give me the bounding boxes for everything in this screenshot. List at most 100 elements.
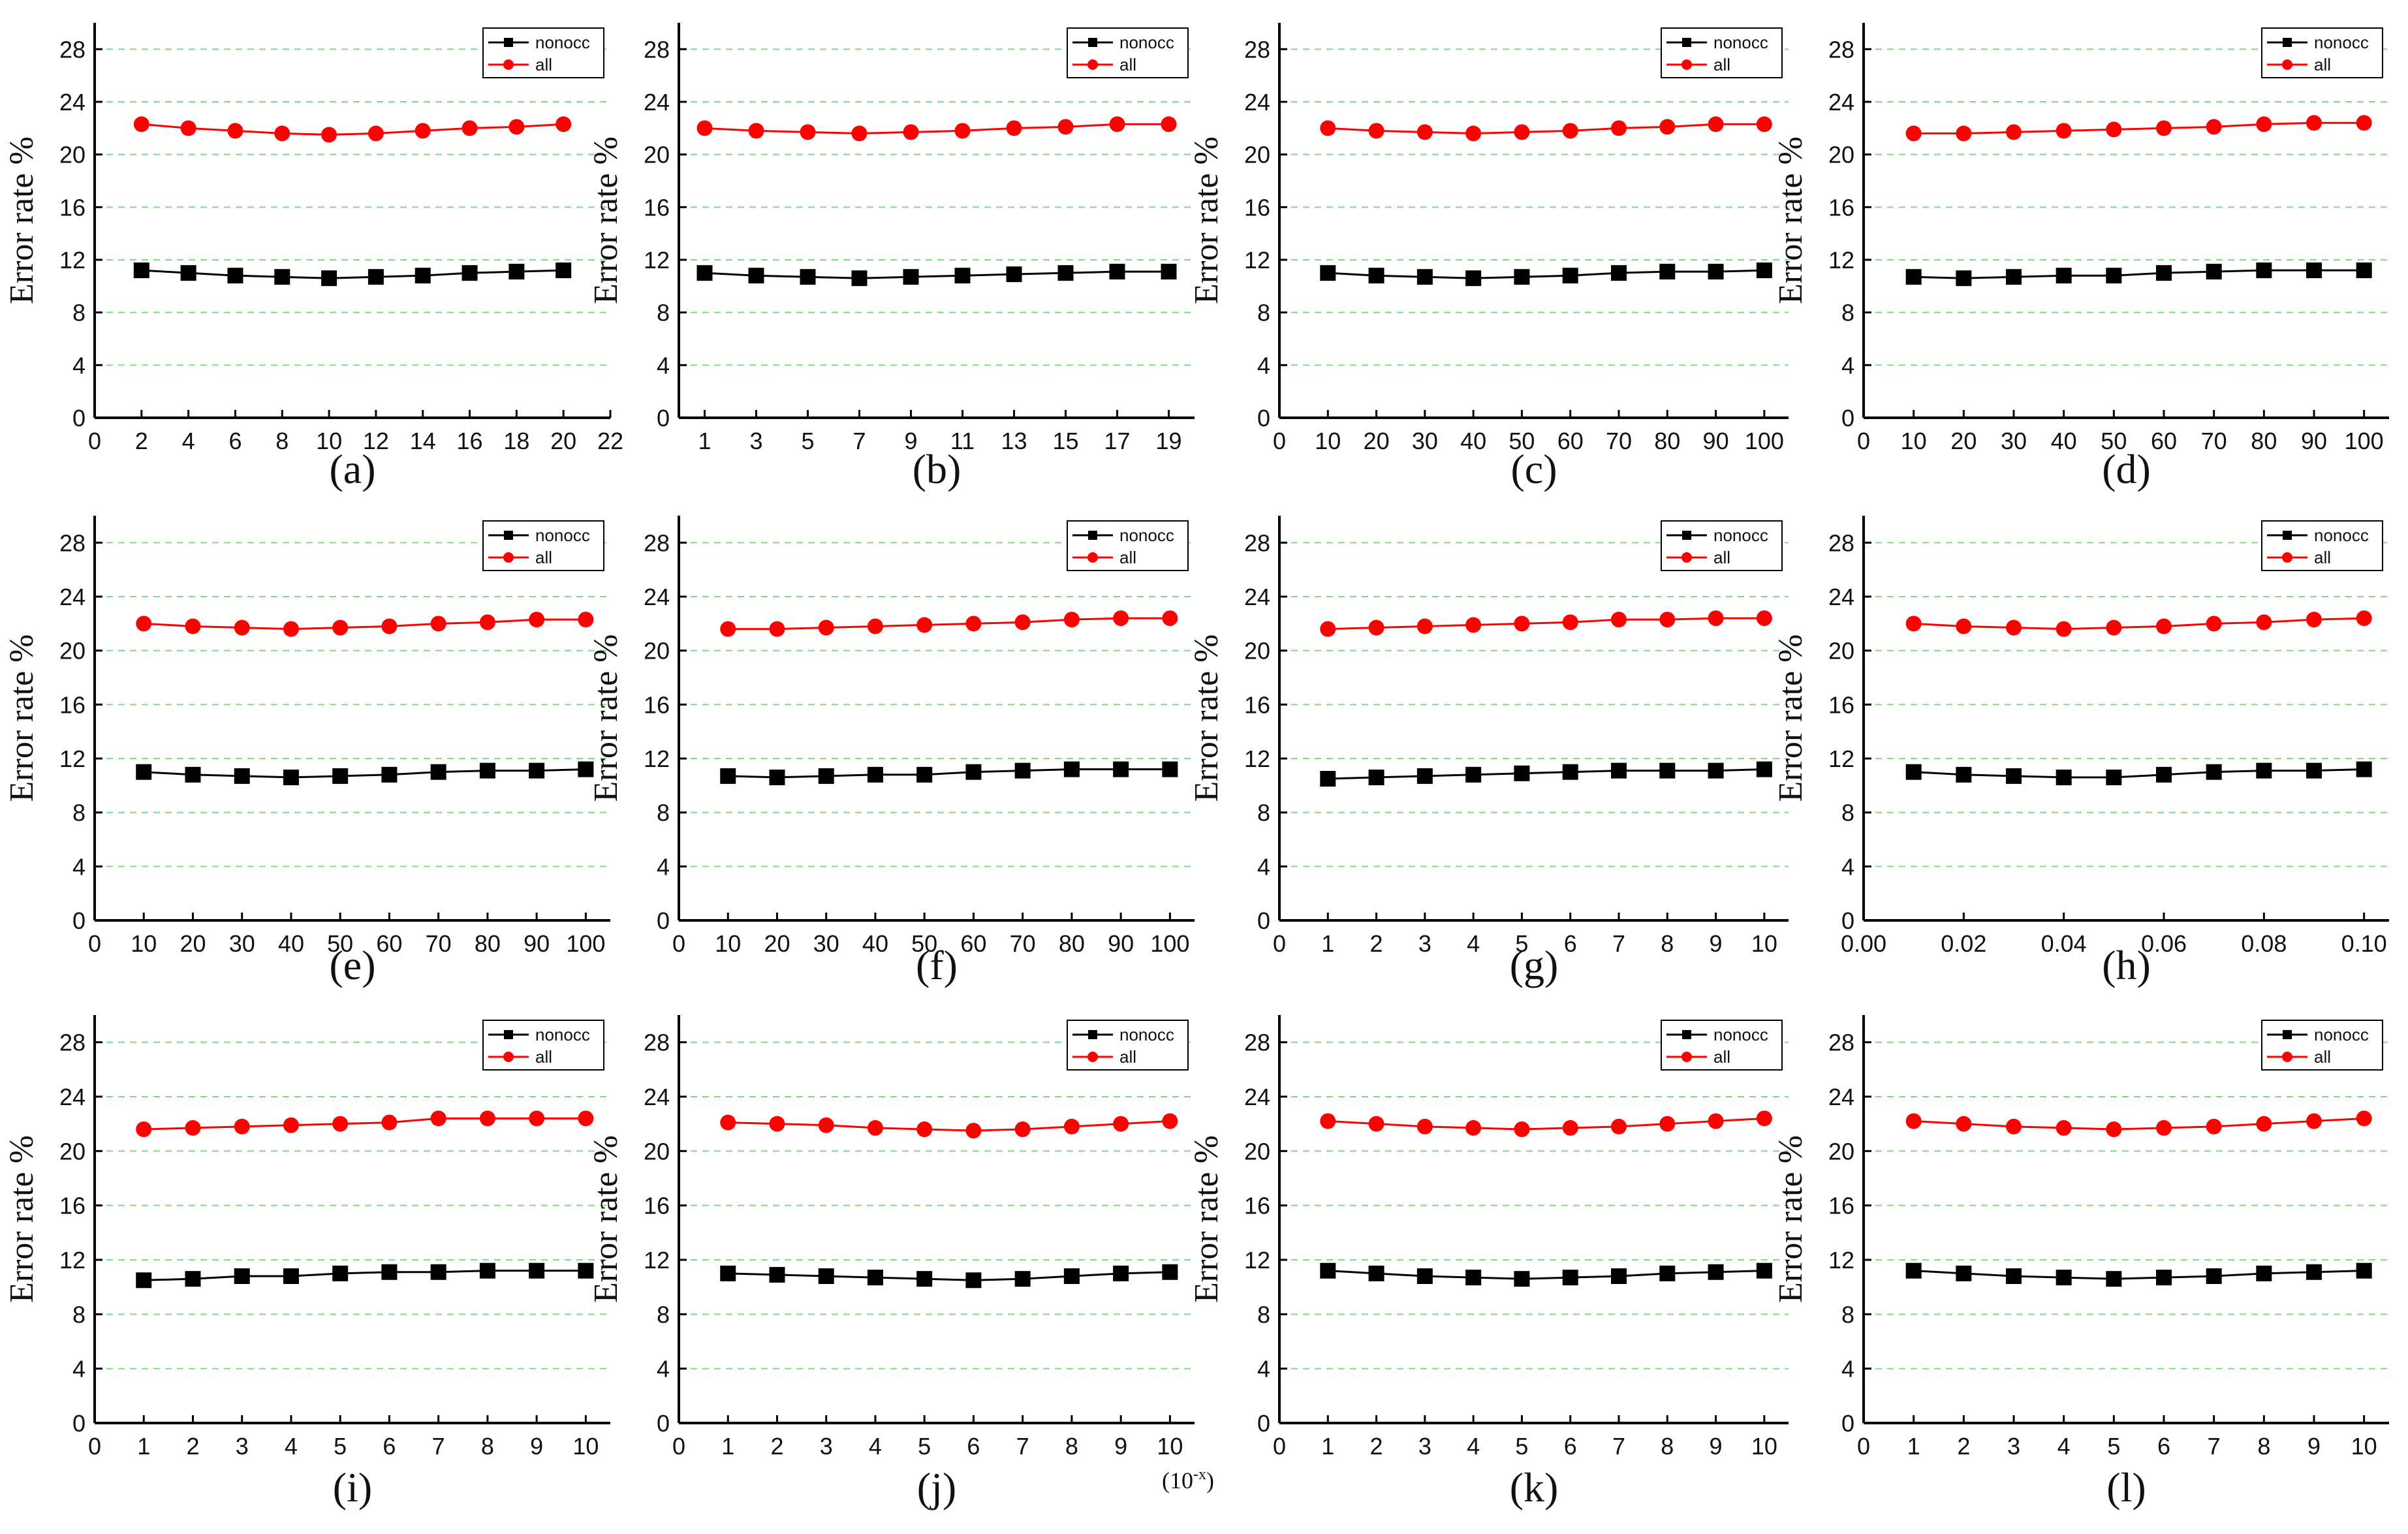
y-tick-label: 28	[59, 36, 86, 63]
point-nonocc	[1956, 1265, 1972, 1281]
point-nonocc	[2256, 762, 2272, 779]
point-all	[2006, 1118, 2022, 1135]
x-tick-label: 4	[1467, 1433, 1480, 1460]
y-tick-label: 4	[72, 1356, 86, 1383]
x-tick-label: 1	[1321, 1433, 1334, 1460]
x-tick-label: 0.02	[1941, 930, 1986, 957]
x-tick-label: 30	[229, 930, 255, 957]
legend-label-nonocc: nonocc	[1119, 1025, 1174, 1044]
series-line-all	[1328, 123, 1764, 134]
point-all	[479, 614, 495, 631]
y-tick-label: 28	[1828, 529, 1854, 556]
y-axis-label: Error rate %	[1772, 634, 1809, 802]
point-nonocc	[2006, 1268, 2022, 1284]
legend: nonocc all	[2261, 27, 2383, 78]
point-all	[180, 120, 196, 136]
y-tick-label: 0	[72, 907, 86, 934]
point-nonocc	[381, 766, 398, 783]
x-tick-label: 0	[88, 428, 101, 454]
y-axis-label: Error rate %	[1188, 136, 1225, 304]
x-tick-label: 9	[1710, 1433, 1723, 1460]
point-all	[529, 1110, 545, 1127]
point-nonocc	[2356, 1262, 2372, 1279]
y-tick-label: 4	[72, 352, 86, 379]
y-tick-label: 24	[1244, 89, 1270, 116]
legend-label-all: all	[1119, 548, 1136, 567]
x-tick-label: 0	[672, 930, 685, 957]
point-nonocc	[1320, 1262, 1336, 1279]
point-nonocc	[748, 268, 764, 284]
x-tick-label: 7	[2208, 1433, 2221, 1460]
point-nonocc	[1465, 270, 1482, 287]
x-tick-label: 70	[1606, 428, 1632, 454]
legend-label-all: all	[1713, 548, 1730, 567]
x-tick-label: 19	[1155, 428, 1181, 454]
point-all	[2306, 612, 2322, 628]
y-tick-label: 20	[1244, 1138, 1270, 1165]
point-nonocc	[720, 768, 736, 784]
x-tick-label: 60	[2151, 428, 2177, 454]
point-all	[1161, 116, 1177, 133]
y-tick-label: 28	[644, 1029, 670, 1056]
point-all	[1956, 618, 1972, 634]
point-all	[2206, 119, 2222, 135]
y-tick-label: 4	[1841, 1356, 1854, 1383]
panel-caption: (a)	[329, 446, 375, 492]
x-tick-label: 90	[524, 930, 550, 957]
point-nonocc	[916, 766, 933, 783]
point-nonocc	[1708, 1264, 1724, 1280]
y-tick-label: 12	[1244, 247, 1270, 274]
series-line-nonocc	[144, 1270, 586, 1281]
x-tick-label: 10	[1157, 1433, 1183, 1460]
y-tick-label: 28	[1244, 36, 1270, 63]
point-nonocc	[2006, 768, 2022, 784]
legend-marker	[1087, 552, 1098, 563]
x-tick-label: 10	[1901, 428, 1927, 454]
point-all	[2256, 116, 2272, 133]
point-nonocc	[2056, 268, 2072, 284]
point-all	[1514, 1121, 1530, 1137]
point-all	[508, 119, 525, 135]
point-nonocc	[954, 268, 971, 284]
legend-marker	[1088, 531, 1097, 540]
x-tick-label: 4	[869, 1433, 882, 1460]
x-tick-label: 0.04	[2041, 930, 2087, 957]
x-tick-label: 0	[88, 1433, 101, 1460]
x-tick-label: 2	[1370, 1433, 1383, 1460]
x-tick-label: 0	[672, 1433, 685, 1460]
y-tick-label: 28	[644, 529, 670, 556]
x-tick-label: 0.08	[2241, 930, 2287, 957]
point-all	[2006, 619, 2022, 636]
point-nonocc	[2356, 262, 2372, 279]
y-tick-label: 0	[1841, 907, 1854, 934]
legend: nonocc all	[1661, 520, 1783, 571]
y-tick-label: 8	[1257, 800, 1270, 826]
y-tick-label: 8	[72, 800, 86, 826]
x-tick-label: 7	[432, 1433, 445, 1460]
point-nonocc	[851, 270, 868, 287]
legend-marker	[1088, 38, 1097, 47]
x-tick-label: 70	[426, 930, 452, 957]
y-tick-label: 8	[1841, 1301, 1854, 1328]
point-all	[1562, 614, 1578, 631]
point-nonocc	[555, 262, 572, 279]
point-nonocc	[1514, 1271, 1530, 1287]
point-nonocc	[2156, 265, 2172, 281]
x-tick-label: 20	[550, 428, 576, 454]
point-all	[1514, 124, 1530, 140]
y-tick-label: 8	[1257, 300, 1270, 326]
y-axis-label: Error rate %	[1188, 634, 1225, 802]
point-nonocc	[1113, 1265, 1129, 1281]
y-tick-label: 0	[72, 1410, 86, 1437]
legend-marker	[1681, 1052, 1692, 1062]
x-tick-label: 50	[2101, 428, 2127, 454]
point-nonocc	[1014, 1271, 1031, 1287]
point-all	[851, 125, 868, 142]
point-all	[1465, 617, 1482, 633]
point-all	[1905, 616, 1922, 632]
legend-box	[1067, 27, 1189, 78]
legend-label-all: all	[1713, 1047, 1730, 1067]
series-line-nonocc	[1913, 768, 2364, 779]
point-all	[1368, 123, 1384, 139]
x-tick-label: 80	[1654, 428, 1680, 454]
